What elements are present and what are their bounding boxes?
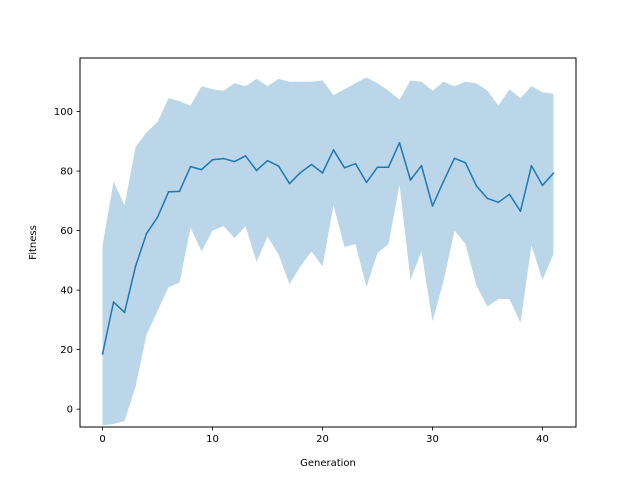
y-tick-label: 20: [60, 345, 73, 356]
data-point: [333, 149, 335, 151]
data-point: [465, 162, 467, 164]
data-point: [498, 202, 500, 204]
data-point: [201, 169, 203, 171]
data-point: [300, 172, 302, 174]
data-point: [487, 198, 489, 200]
data-point: [377, 166, 379, 168]
data-point: [234, 161, 236, 163]
data-point: [531, 165, 533, 167]
data-point: [179, 191, 181, 193]
data-point: [322, 172, 324, 174]
data-point: [311, 164, 313, 166]
data-point: [102, 353, 104, 355]
data-point: [344, 167, 346, 169]
data-point: [157, 216, 159, 218]
data-point: [399, 142, 401, 144]
y-tick-label: 0: [67, 405, 73, 416]
data-point: [113, 301, 115, 303]
data-point: [256, 170, 258, 172]
y-tick-label: 40: [60, 286, 73, 297]
x-tick-label: 20: [316, 434, 329, 445]
data-point: [509, 193, 511, 195]
data-point: [476, 185, 478, 187]
data-point: [267, 160, 269, 162]
x-tick-label: 40: [536, 434, 549, 445]
data-point: [223, 158, 225, 160]
x-axis-label: Generation: [300, 458, 356, 469]
data-point: [289, 183, 291, 185]
y-axis-label: Fitness: [28, 225, 39, 260]
data-point: [421, 165, 423, 167]
data-point: [245, 155, 247, 157]
data-point: [432, 205, 434, 207]
data-point: [553, 172, 555, 174]
data-point: [366, 182, 368, 184]
data-point: [410, 179, 412, 181]
data-point: [146, 233, 148, 235]
x-tick-label: 10: [206, 434, 219, 445]
data-point: [542, 185, 544, 187]
y-tick-label: 100: [54, 107, 73, 118]
plot-area: [102, 77, 555, 425]
fitness-range-band: [103, 77, 554, 425]
x-tick-label: 30: [426, 434, 439, 445]
data-point: [212, 159, 214, 161]
data-point: [190, 166, 192, 168]
data-point: [124, 312, 126, 314]
data-point: [355, 163, 357, 165]
data-point: [520, 210, 522, 212]
y-tick-label: 60: [60, 226, 73, 237]
data-point: [443, 181, 445, 183]
data-point: [278, 165, 280, 167]
data-point: [168, 191, 170, 193]
data-point: [388, 166, 390, 168]
x-tick-label: 0: [99, 434, 105, 445]
data-point: [454, 157, 456, 159]
y-tick-label: 80: [60, 167, 73, 178]
data-point: [135, 266, 137, 268]
